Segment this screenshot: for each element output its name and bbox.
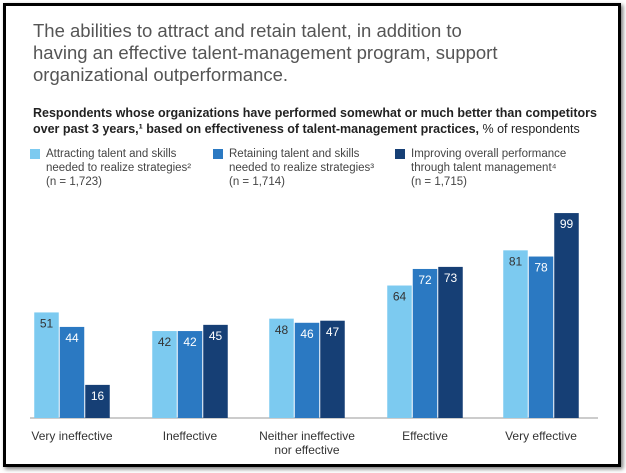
bar [503,250,528,418]
bar [554,213,579,418]
legend-text: Retaining talent and skills needed to re… [229,147,399,189]
legend-label: Attracting talent and skills needed to r… [46,148,192,174]
bar [438,266,463,418]
value-label: 78 [534,261,548,275]
value-label: 72 [418,273,432,287]
value-label: 46 [300,327,314,341]
x-tick-label: Ineffective [162,429,218,443]
x-tick-label: Effective [402,429,448,443]
value-label: 48 [275,323,289,337]
chart-subtitle: Respondents whose organizations have per… [33,105,603,137]
value-label: 16 [91,389,105,403]
value-label: 99 [560,217,574,231]
legend-sample: (n = 1,715) [411,176,467,188]
legend-label: Retaining talent and skills needed to re… [229,148,375,174]
legend-text: Improving overall performance through ta… [411,147,581,189]
chart-title: The abilities to attract and retain tale… [33,20,498,85]
value-label: 42 [183,335,197,349]
legend-text: Attracting talent and skills needed to r… [46,147,216,189]
x-tick-label: Neither ineffective nor effective [259,429,355,457]
legend-label: Improving overall performance through ta… [411,148,567,174]
bar [59,326,85,418]
value-label: 45 [209,329,223,343]
value-label: 73 [444,271,458,285]
subtitle-text: Respondents whose organizations have per… [33,106,597,136]
bar [269,318,294,418]
value-label: 51 [40,317,54,331]
value-label: 47 [326,325,340,339]
bar [320,320,345,418]
legend-sample: (n = 1,723) [46,176,102,188]
value-label: 44 [65,331,79,345]
value-label: 42 [158,335,172,349]
bar [34,312,59,418]
unit: % of respondents [482,122,580,136]
legend-swatch [30,149,40,159]
x-tick-label: Very ineffective [31,429,113,443]
bar [294,322,320,418]
bar [412,268,438,418]
legend-swatch [395,149,405,159]
legend-swatch [213,149,223,159]
bar [85,384,110,418]
frame: The abilities to attract and retain tale… [3,3,621,467]
x-tick-label: Very effective [505,429,577,443]
value-label: 64 [393,290,407,304]
chart: 51 44 16 42 42 45 48 46 47 64 72 73 81 78 99 [30,213,598,419]
bar [387,285,412,418]
bar [152,331,177,418]
legend-sample: (n = 1,714) [229,176,285,188]
bar [528,256,554,418]
bar [203,324,228,418]
bar [177,331,203,418]
value-label: 81 [509,255,523,269]
